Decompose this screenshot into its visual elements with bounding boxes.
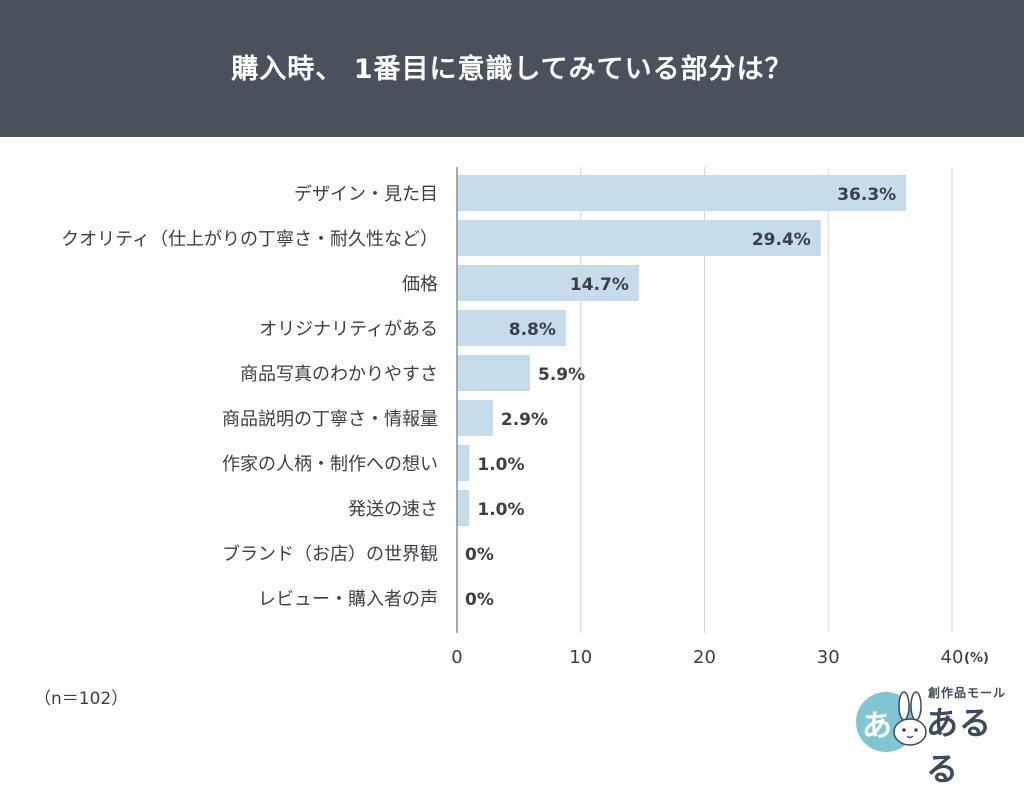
x-tick-label: 0 [451, 647, 462, 668]
value-label: 5.9% [538, 365, 585, 385]
value-label: 14.7% [570, 275, 629, 295]
value-label: 36.3% [837, 185, 896, 205]
value-label: 0% [465, 545, 494, 565]
logo-name: あるる [926, 704, 993, 788]
sample-size-note: （n＝102） [34, 689, 129, 709]
bar [457, 265, 639, 301]
logo-badge-letter: あ [862, 709, 892, 744]
value-label: 1.0% [477, 455, 524, 475]
value-label: 8.8% [509, 320, 556, 340]
header-banner: 購入時、 1番目に意識してみている部分は？ [0, 0, 1024, 137]
chart-title: 購入時、 1番目に意識してみている部分は？ [231, 54, 793, 85]
x-tick-label: 20 [693, 647, 716, 668]
value-label: 1.0% [477, 500, 524, 520]
bar [457, 310, 566, 346]
category-label: ブランド（お店）の世界観 [222, 543, 438, 565]
category-label: デザイン・見た目 [294, 184, 438, 205]
logo-tagline: 創作品モール [928, 686, 1007, 700]
x-tick-label: 10 [569, 647, 592, 668]
bar [457, 490, 470, 526]
bar [457, 220, 821, 256]
category-label: レビュー・購入者の声 [258, 589, 438, 610]
bar [457, 355, 531, 391]
category-label: クオリティ（仕上がりの丁寧さ・耐久性など） [61, 229, 438, 250]
category-label: 商品写真のわかりやすさ [240, 364, 438, 385]
category-label: 発送の速さ [348, 499, 438, 520]
bar [457, 400, 493, 436]
category-label: 作家の人柄・制作への想い [222, 454, 438, 475]
category-label: 商品説明の丁寧さ・情報量 [222, 409, 438, 430]
value-label: 0% [465, 590, 494, 610]
bar-chart: デザイン・見た目 36.3% クオリティ（仕上がりの丁寧さ・耐久性など） 29.4% 価… [61, 167, 989, 668]
rabbit-mascot-icon: あ [856, 691, 927, 752]
x-unit-label: (%) [964, 651, 989, 666]
bar [457, 175, 907, 211]
category-label: 価格 [402, 274, 438, 295]
x-tick-label: 40 [941, 647, 964, 668]
value-label: 2.9% [501, 410, 548, 430]
bar [457, 445, 470, 481]
value-label: 29.4% [752, 230, 811, 250]
brand-logo: あ 創作品モール あるる [850, 684, 1020, 788]
x-tick-label: 30 [817, 647, 840, 668]
category-label: オリジナリティがある [259, 319, 438, 340]
